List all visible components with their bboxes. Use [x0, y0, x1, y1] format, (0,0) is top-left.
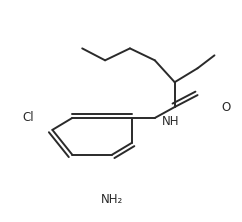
Text: NH₂: NH₂: [101, 193, 123, 206]
Text: NH: NH: [162, 115, 179, 129]
Text: Cl: Cl: [23, 111, 34, 125]
Text: O: O: [221, 101, 231, 113]
